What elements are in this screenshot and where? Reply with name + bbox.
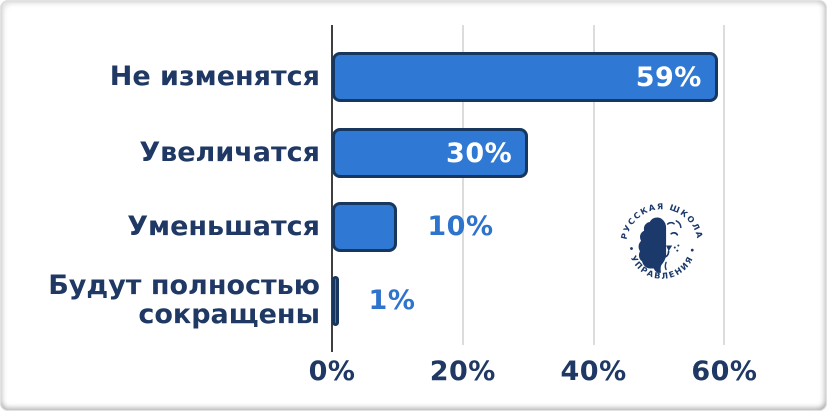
plot-area: 59% 30% 10% 1%: [331, 25, 792, 352]
value-label-outside: 1%: [368, 285, 416, 316]
x-tick-label-20%: 20%: [429, 356, 496, 387]
value-label-inside: 59%: [635, 61, 702, 93]
value-label-outside: 10%: [427, 211, 494, 242]
bar-0: 59%: [332, 52, 718, 102]
gridline-20: [461, 25, 464, 345]
rsu-logo: РУССКАЯ ШКОЛА • УПРАВЛЕНИЯ •: [619, 201, 704, 281]
category-label-3: Будут полностью сокращены: [48, 270, 320, 330]
bar-1: 30%: [332, 128, 529, 178]
lion-icon: [638, 217, 682, 273]
category-label-2: Уменьшатся: [127, 210, 320, 242]
gridline-60: [723, 25, 726, 345]
x-tick-label-0%: 0%: [308, 356, 356, 387]
bar-3: [332, 276, 339, 326]
gridline-40: [592, 25, 595, 345]
x-tick-label-60%: 60%: [691, 356, 758, 387]
bar-2: [332, 202, 398, 252]
x-tick-label-40%: 40%: [560, 356, 627, 387]
value-label-inside: 30%: [446, 137, 513, 169]
category-label-1: Увеличатся: [139, 136, 320, 168]
category-label-0: Не изменятся: [109, 60, 320, 92]
y-axis-line: [331, 25, 333, 352]
